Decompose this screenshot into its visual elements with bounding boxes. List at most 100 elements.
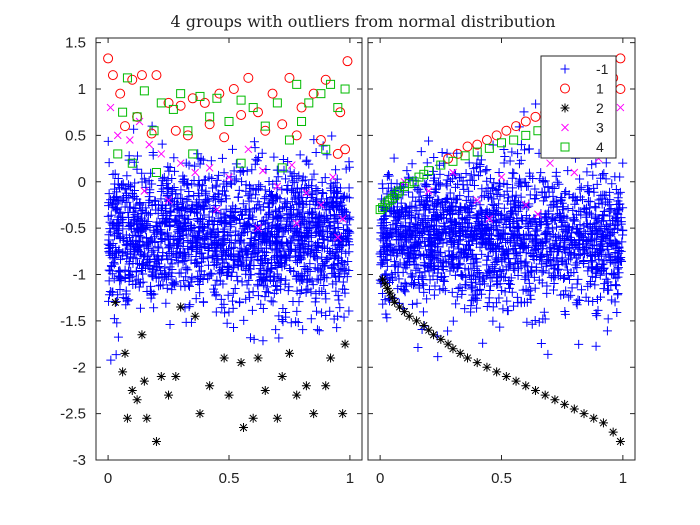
point-group--1: [263, 265, 273, 275]
point-group-4: [509, 135, 519, 145]
point-group--1: [302, 155, 312, 165]
point-group--1: [244, 275, 254, 285]
left-axes: 0 0.5 1 1.5 1 0.5 0 -0.5 -1 -1.5 -2 -2.5 -3: [60, 35, 363, 487]
point-group--1: [395, 212, 405, 222]
point-group--1: [275, 194, 285, 204]
point-group--1: [271, 325, 281, 335]
point-group--1: [618, 203, 628, 213]
point-group--1: [477, 289, 487, 299]
point-group--1: [447, 202, 457, 212]
point-group--1: [513, 206, 523, 216]
point-group--1: [487, 199, 497, 209]
point-group--1: [286, 318, 296, 328]
point-group--1: [529, 254, 539, 264]
point-group--1: [456, 270, 466, 280]
point-group--1: [116, 254, 126, 264]
point-group--1: [584, 186, 594, 196]
point-group--1: [516, 178, 526, 188]
point-group-2: [448, 344, 458, 354]
point-group--1: [430, 281, 440, 291]
point-group--1: [122, 171, 132, 181]
point-group--1: [311, 196, 321, 206]
point-group-4: [448, 156, 458, 166]
point-group--1: [429, 187, 439, 197]
point-group--1: [269, 288, 279, 298]
point-group--1: [124, 202, 134, 212]
point-group--1: [227, 296, 237, 306]
point-group--1: [463, 265, 473, 275]
point-group--1: [380, 270, 390, 280]
point-group--1: [471, 232, 481, 242]
point-group--1: [416, 238, 426, 248]
point-group--1: [420, 199, 430, 209]
point-group--1: [169, 153, 179, 163]
point-group-2: [387, 293, 397, 303]
point-group--1: [402, 166, 412, 176]
point-group--1: [494, 231, 504, 241]
point-group--1: [263, 257, 273, 267]
point-group-4: [390, 191, 400, 201]
point-group--1: [249, 334, 259, 344]
point-group--1: [569, 249, 579, 259]
point-group--1: [552, 222, 562, 232]
point-group--1: [218, 226, 228, 236]
point-group-2: [224, 390, 234, 400]
point-group-4: [392, 188, 402, 198]
point-group--1: [114, 266, 124, 276]
point-group--1: [305, 259, 315, 269]
point-group--1: [118, 233, 128, 243]
point-group-3: [329, 173, 337, 181]
point-group--1: [292, 184, 302, 194]
point-group--1: [156, 180, 166, 190]
point-group--1: [460, 280, 470, 290]
point-group--1: [224, 262, 234, 272]
point-group--1: [488, 184, 498, 194]
point-group--1: [301, 232, 311, 242]
point-group--1: [447, 251, 457, 261]
point-group--1: [179, 237, 189, 247]
point-group--1: [414, 184, 424, 194]
point-group--1: [509, 168, 519, 178]
point-group--1: [418, 307, 428, 317]
point-group--1: [206, 268, 216, 278]
point-group--1: [409, 280, 419, 290]
point-group--1: [585, 235, 595, 245]
point-group--1: [485, 266, 495, 276]
point-group--1: [469, 180, 479, 190]
point-group--1: [380, 242, 390, 252]
point-group--1: [322, 150, 332, 160]
point-group--1: [433, 268, 443, 278]
point-group--1: [287, 186, 297, 196]
point-group--1: [494, 243, 504, 253]
point-group-4: [168, 104, 178, 114]
point-group--1: [208, 251, 218, 261]
point-group--1: [281, 203, 291, 213]
point-group--1: [377, 194, 387, 204]
point-group--1: [477, 249, 487, 259]
point-group--1: [248, 287, 258, 297]
point-group--1: [247, 305, 257, 315]
point-group--1: [144, 192, 154, 202]
point-group--1: [547, 182, 557, 192]
point-group--1: [259, 251, 269, 261]
point-group--1: [141, 233, 151, 243]
point-group--1: [574, 244, 584, 254]
point-group--1: [197, 248, 207, 258]
point-group-2: [132, 395, 142, 405]
point-group--1: [563, 231, 573, 241]
point-group--1: [212, 252, 222, 262]
point-group--1: [587, 271, 597, 281]
point-group--1: [461, 244, 471, 254]
point-group--1: [314, 326, 324, 336]
point-group--1: [181, 317, 191, 327]
point-group--1: [420, 267, 430, 277]
point-group--1: [438, 238, 448, 248]
point-group-3: [273, 182, 282, 191]
point-group--1: [306, 244, 316, 254]
point-group-4: [139, 86, 149, 96]
point-group--1: [411, 265, 421, 275]
point-group--1: [585, 203, 595, 213]
point-group--1: [606, 205, 616, 215]
point-group--1: [604, 225, 614, 235]
point-group--1: [135, 278, 145, 288]
